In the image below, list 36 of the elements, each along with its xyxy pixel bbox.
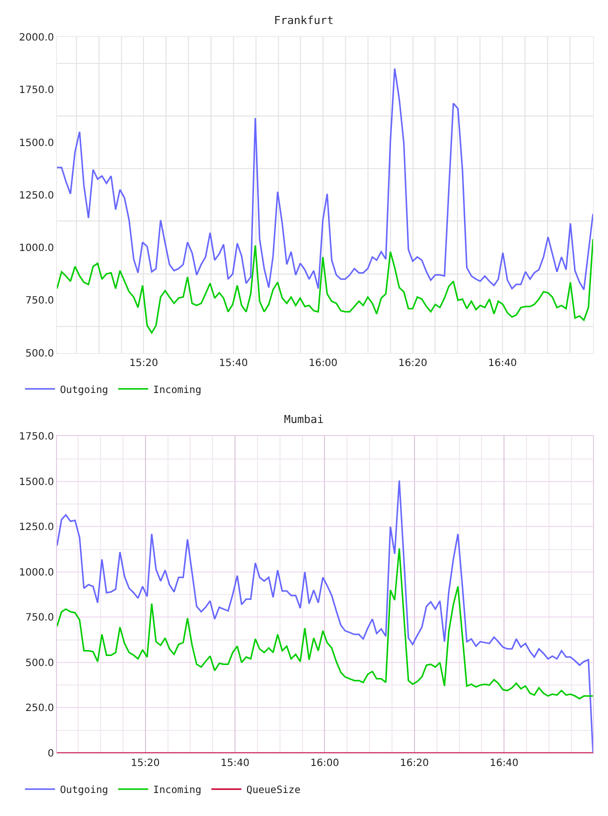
x-tick-label: 15:20	[130, 758, 160, 769]
y-tick-label: 2000.0	[19, 32, 54, 44]
legend-label: Outgoing	[60, 384, 108, 396]
y-tick-label: 1000.0	[19, 567, 54, 578]
x-tick-label: 15:20	[129, 358, 158, 369]
y-tick-label: 750.0	[25, 612, 54, 624]
y-tick-label: 1250.0	[19, 522, 54, 534]
x-tick-label: 16:00	[310, 758, 340, 769]
legend-label: Incoming	[153, 384, 202, 396]
line-series	[57, 238, 593, 334]
x-tick-label: 16:40	[490, 758, 519, 769]
y-tick-label: 1250.0	[19, 190, 54, 202]
y-tick-label: 500.0	[25, 348, 54, 360]
y-tick-label: 750.0	[25, 296, 54, 307]
x-tick-label: 16:40	[488, 358, 517, 369]
x-tick-label: 16:00	[308, 358, 338, 369]
chart-title: Mumbai	[284, 413, 324, 426]
y-tick-label: 500.0	[25, 658, 54, 669]
x-tick-label: 15:40	[219, 358, 248, 369]
y-tick-label: 0	[48, 748, 54, 760]
x-tick-label: 16:20	[398, 358, 428, 369]
legend-label: Incoming	[153, 784, 202, 796]
line-series	[57, 480, 593, 753]
y-tick-label: 1500.0	[19, 476, 54, 488]
y-tick-label: 1500.0	[19, 138, 54, 149]
line-series	[57, 548, 593, 700]
y-tick-label: 250.0	[25, 703, 54, 714]
chart-title: Frankfurt	[274, 14, 334, 27]
x-tick-label: 15:40	[220, 758, 250, 769]
line-series	[57, 68, 593, 290]
y-tick-label: 1750.0	[19, 85, 54, 96]
legend-label: Outgoing	[60, 784, 108, 796]
x-tick-label: 16:20	[400, 758, 429, 769]
y-tick-label: 1000.0	[19, 243, 54, 254]
legend-label: QueueSize	[246, 784, 301, 796]
y-tick-label: 1750.0	[19, 432, 54, 443]
